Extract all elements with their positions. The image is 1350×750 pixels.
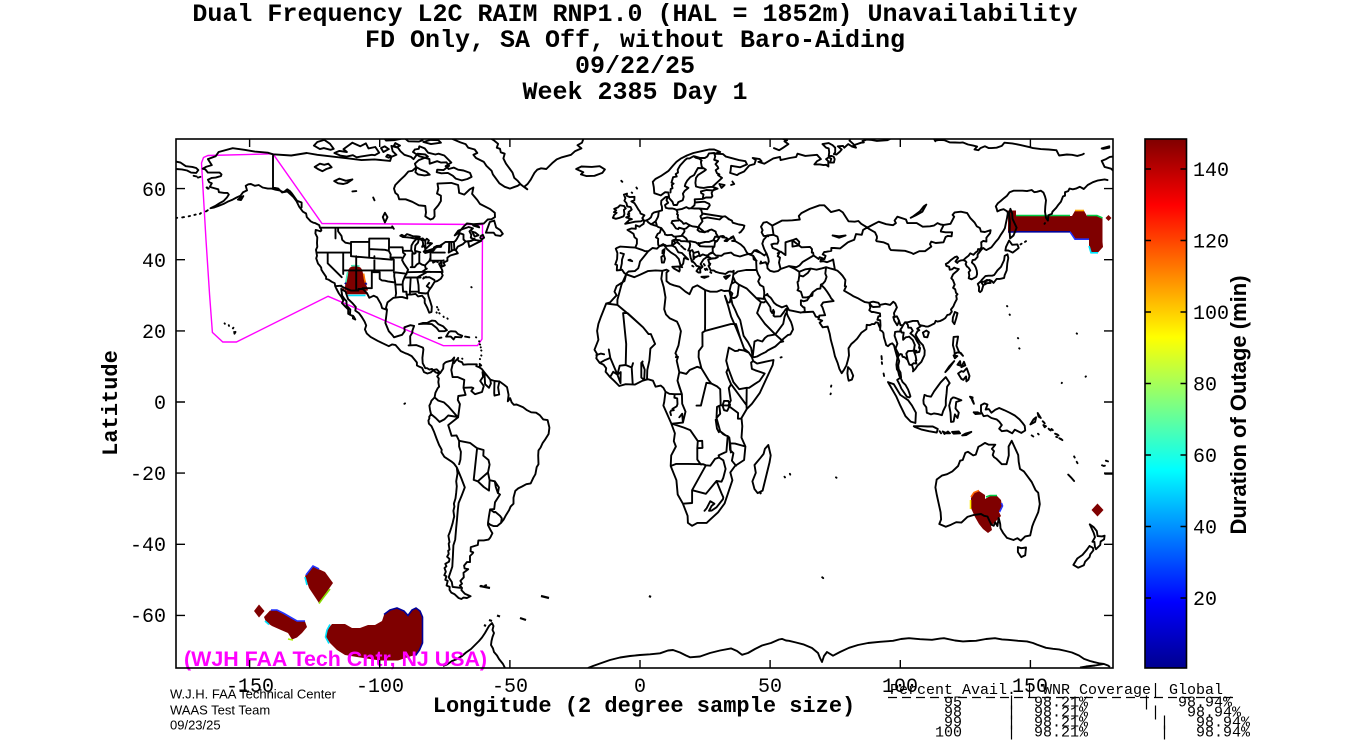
svg-text:Dual Frequency L2C RAIM RNP1.0: Dual Frequency L2C RAIM RNP1.0 (HAL = 18… <box>192 0 1077 29</box>
svg-text:09/23/25: 09/23/25 <box>170 717 221 732</box>
svg-text:-50: -50 <box>492 676 528 699</box>
svg-text:20: 20 <box>142 322 166 345</box>
svg-text:09/22/25: 09/22/25 <box>575 52 695 81</box>
svg-text:99 | 98.21% | 98: 99 | 98.21% | 98.94% <box>890 715 1251 732</box>
svg-text:0: 0 <box>154 393 166 416</box>
svg-text:(WJH FAA Tech Cntr, NJ USA): (WJH FAA Tech Cntr, NJ USA) <box>184 647 487 671</box>
svg-text:150: 150 <box>1012 676 1048 699</box>
svg-text:60: 60 <box>1193 446 1217 469</box>
svg-text:50: 50 <box>758 676 782 699</box>
svg-text:140: 140 <box>1193 160 1229 183</box>
svg-text:-20: -20 <box>130 464 166 487</box>
svg-text:W.J.H. FAA Technical Center: W.J.H. FAA Technical Center <box>170 687 337 702</box>
svg-text:-60: -60 <box>130 606 166 629</box>
svg-text:-100: -100 <box>356 676 404 699</box>
svg-text:100: 100 <box>882 676 918 699</box>
svg-text:FD Only, SA Off, without Baro-: FD Only, SA Off, without Baro-Aiding <box>365 26 905 55</box>
svg-text:WAAS Test Team: WAAS Test Team <box>170 702 270 717</box>
svg-text:20: 20 <box>1193 589 1217 612</box>
svg-text:40: 40 <box>142 251 166 274</box>
svg-text:60: 60 <box>142 180 166 203</box>
svg-text:98 | 98.21% | 98.: 98 | 98.21% | 98.94% <box>890 704 1242 721</box>
svg-text:100 | 98.21% | 9: 100 | 98.21% | 98.94% <box>890 725 1251 742</box>
svg-text:40: 40 <box>1193 518 1217 541</box>
svg-text:Duration of Outage (min): Duration of Outage (min) <box>1226 275 1251 534</box>
svg-text:-150: -150 <box>226 676 274 699</box>
svg-text:-40: -40 <box>130 535 166 558</box>
svg-text:Latitude: Latitude <box>99 350 124 456</box>
svg-text:95 | 98.21% | 98.9: 95 | 98.21% | 98.94% <box>890 694 1233 711</box>
svg-text:120: 120 <box>1193 232 1229 255</box>
svg-text:0: 0 <box>634 676 646 699</box>
svg-text:Week 2385 Day 1: Week 2385 Day 1 <box>522 78 747 107</box>
svg-text:Percent Avail. | WNR Coverage|: Percent Avail. | WNR Coverage| Global <box>890 682 1223 699</box>
svg-text:100: 100 <box>1193 303 1229 326</box>
svg-text:Longitude (2 degree sample siz: Longitude (2 degree sample size) <box>433 694 855 719</box>
svg-text:80: 80 <box>1193 375 1217 398</box>
